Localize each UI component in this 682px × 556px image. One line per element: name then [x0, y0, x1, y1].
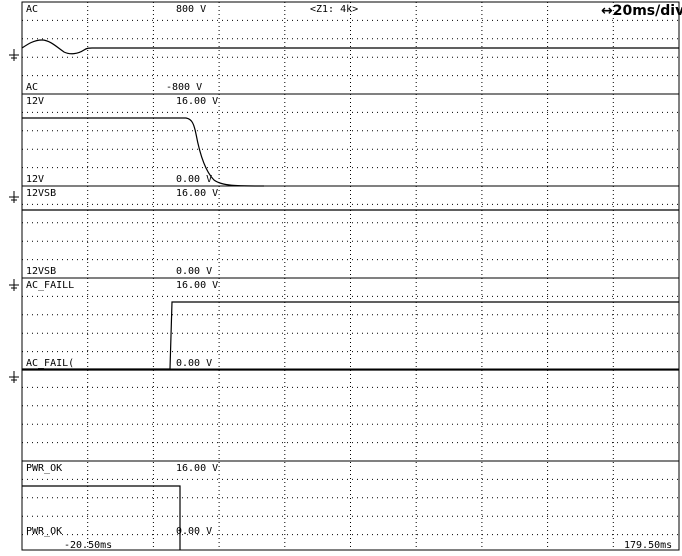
channel-scale-bottom: 0.00 V — [176, 526, 212, 537]
channel-name-top: PWR_OK — [26, 463, 62, 474]
waveform-trace — [21, 39, 679, 55]
graticule-grid — [22, 2, 679, 550]
time-end-label: 179.50ms — [624, 540, 672, 551]
channel-name-bottom: 12VSB — [26, 266, 56, 277]
channel-scale-top: 16.00 V — [176, 463, 218, 474]
timebase-label[interactable]: ↔20ms/div — [601, 3, 682, 19]
ground-marker-icon — [9, 49, 19, 61]
channel-name-bottom: AC — [26, 82, 38, 93]
waveform-trace — [22, 485, 181, 550]
channel-12vsb: 12VSB 16.00 V 12VSB 0.00 V — [22, 188, 679, 277]
channel-name-bottom: PWR_OK — [26, 526, 62, 537]
channel-scale-top: 16.00 V — [176, 188, 218, 199]
waveform-trace — [22, 301, 679, 370]
ground-marker-icon — [9, 371, 19, 383]
channel-name-top: 12VSB — [26, 188, 56, 199]
channel-ac: AC 800 V AC -800 V — [21, 4, 679, 93]
channel-scale-bottom: 0.00 V — [176, 358, 212, 369]
channel-name-top: 12V — [26, 96, 44, 107]
channel-scale-top: 800 V — [176, 4, 206, 15]
ground-marker-icon — [9, 191, 19, 203]
channel-pwr-ok: PWR_OK 16.00 V PWR_OK 0.00 V — [22, 463, 218, 550]
time-start-label: -20.50ms — [64, 540, 112, 551]
channel-name-top: AC — [26, 4, 38, 15]
zoom-indicator: <Z1: 4k> — [310, 4, 358, 15]
channel-12v: 12V 16.00 V 12V 0.00 V — [22, 96, 265, 187]
channel-scale-bottom: 0.00 V — [176, 174, 212, 185]
channel-ac-fail: AC_FAILL 16.00 V AC_FAIL( 0.00 V — [22, 280, 679, 370]
ground-marker-icon — [9, 279, 19, 291]
channel-name-bottom: AC_FAIL( — [26, 358, 74, 369]
waveform-trace — [22, 117, 265, 187]
plot-frame — [21, 1, 680, 551]
channel-name-bottom: 12V — [26, 174, 44, 185]
channel-scale-top: 16.00 V — [176, 96, 218, 107]
channel-scale-bottom: -800 V — [166, 82, 202, 93]
channel-scale-bottom: 0.00 V — [176, 266, 212, 277]
channel-scale-top: 16.00 V — [176, 280, 218, 291]
channel-name-top: AC_FAILL — [26, 280, 74, 291]
